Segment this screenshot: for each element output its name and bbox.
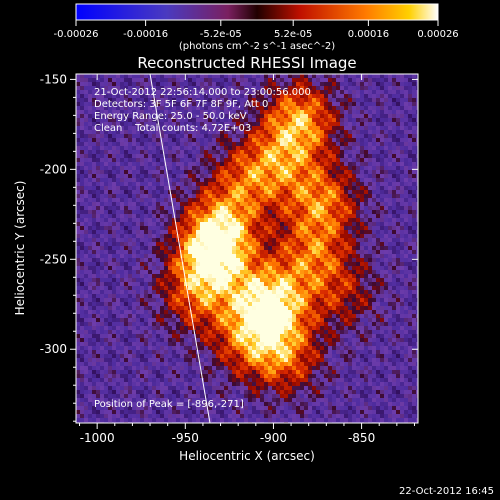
info-line-time: 21-Oct-2012 22:56:14.000 to 23:00:56.000 [94, 87, 311, 98]
y-tick-label: -150 [40, 72, 67, 86]
info-block: 21-Oct-2012 22:56:14.000 to 23:00:56.000… [94, 87, 311, 134]
y-axis-label: Heliocentric Y (arcsec) [13, 181, 27, 316]
x-tick-label: -950 [172, 431, 199, 445]
colorbar-ticks: -0.00026 -0.00016 -5.2e-05 5.2e-05 0.00016 0.… [54, 20, 459, 40]
solar-limb-line [149, 74, 211, 423]
colorbar [75, 3, 439, 21]
info-line-detectors: Detectors: 3F 5F 6F 7F 8F 9F, Att 0 [94, 99, 268, 110]
heatmap-cells [76, 74, 418, 423]
peak-position-label: Position of Peak = [-896,-271] [94, 399, 244, 410]
plot-frame [75, 73, 419, 424]
colorbar-units-label: (photons cm^-2 s^-1 asec^-2) [179, 41, 335, 52]
colorbar-tick-label: -5.2e-05 [200, 29, 242, 40]
chart-title: Reconstructed RHESSI Image [137, 54, 356, 72]
info-line-energy: Energy Range: 25.0 - 50.0 keV [94, 111, 247, 122]
colorbar-tick-label: 0.00026 [417, 29, 458, 40]
x-axis-label: Heliocentric X (arcsec) [179, 449, 315, 463]
y-tick-label: -200 [40, 162, 67, 176]
colorbar-tick-label: -0.00026 [54, 29, 99, 40]
footer-date: 22-Oct-2012 16:45 [399, 486, 494, 497]
y-tick-label: -250 [40, 252, 67, 266]
y-axis-ticks: -150 -200 -250 -300 [40, 72, 418, 422]
x-tick-label: -900 [260, 431, 287, 445]
y-tick-label: -300 [40, 342, 67, 356]
info-line-counts: Clean Total counts: 4.72E+03 [94, 123, 251, 134]
colorbar-tick-label: -0.00016 [123, 29, 168, 40]
colorbar-tick-label: 5.2e-05 [274, 29, 312, 40]
colorbar-tick-label: 0.00016 [348, 29, 389, 40]
x-tick-label: -1000 [80, 431, 115, 445]
x-axis-ticks: -1000 -950 -900 -850 [79, 74, 415, 445]
x-tick-label: -850 [348, 431, 375, 445]
